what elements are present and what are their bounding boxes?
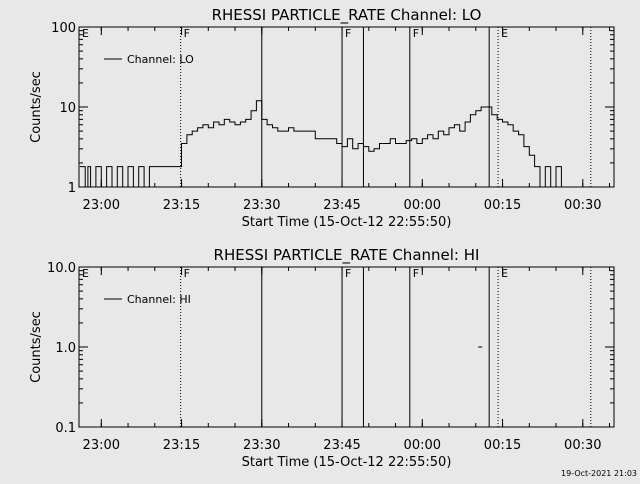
event-marker-label: F <box>413 27 419 40</box>
x-tick-label: 00:30 <box>564 438 601 453</box>
event-marker-label: F <box>184 27 190 40</box>
series-line-lo <box>79 100 589 188</box>
event-marker-label: F <box>345 267 351 280</box>
event-marker-label: F <box>184 267 190 280</box>
x-tick-label: 00:15 <box>484 438 521 453</box>
x-tick-label: 00:00 <box>404 198 441 213</box>
x-tick-label: 23:30 <box>243 438 280 453</box>
footer-timestamp: 19-Oct-2021 21:03 <box>561 469 637 478</box>
y-tick-label: 10.0 <box>47 261 76 276</box>
x-tick-label: 00:30 <box>564 198 601 213</box>
plot-lo: RHESSI PARTICLE_RATE Channel: LO Start Ti… <box>29 6 615 230</box>
x-tick-label: 23:45 <box>323 438 360 453</box>
legend-label: Channel: HI <box>127 293 191 306</box>
chart-title: RHESSI PARTICLE_RATE Channel: HI <box>214 246 480 265</box>
x-tick-label: 23:00 <box>83 198 120 213</box>
x-tick-label: 23:15 <box>163 198 200 213</box>
event-marker-label: F <box>413 267 419 280</box>
event-marker-label: E <box>82 267 89 280</box>
event-marker-label: E <box>501 27 508 40</box>
x-tick-label: 00:15 <box>484 198 521 213</box>
x-axis-label: Start Time (15-Oct-12 22:55:50) <box>242 455 452 470</box>
x-axis-label: Start Time (15-Oct-12 22:55:50) <box>242 215 452 230</box>
y-tick-label: 0.1 <box>55 421 76 436</box>
y-axis-label: Counts/sec <box>29 311 44 383</box>
x-tick-label: 23:00 <box>83 438 120 453</box>
legend-label: Channel: LO <box>127 53 194 66</box>
y-tick-label: 10 <box>59 101 76 116</box>
event-marker-label: E <box>501 267 508 280</box>
x-tick-label: 23:15 <box>163 438 200 453</box>
y-tick-label: 100 <box>51 21 76 36</box>
x-tick-label: 23:45 <box>323 198 360 213</box>
event-marker-label: E <box>82 27 89 40</box>
y-axis-label: Counts/sec <box>29 71 44 143</box>
y-tick-label: 1.0 <box>55 341 76 356</box>
event-marker-label: F <box>345 27 351 40</box>
plot-hi: RHESSI PARTICLE_RATE Channel: HI Start Ti… <box>29 246 615 470</box>
chart-title: RHESSI PARTICLE_RATE Channel: LO <box>212 6 482 25</box>
x-tick-label: 00:00 <box>404 438 441 453</box>
x-tick-label: 23:30 <box>243 198 280 213</box>
y-tick-label: 1 <box>68 181 76 196</box>
